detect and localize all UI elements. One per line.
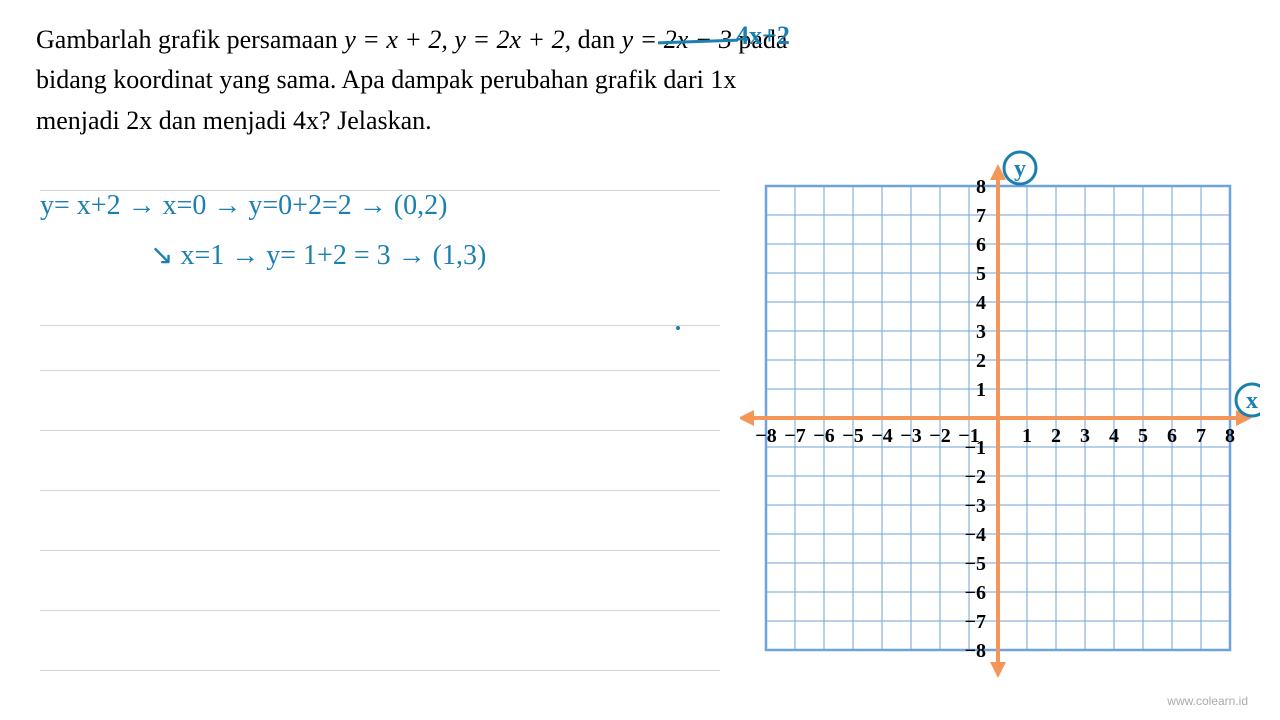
svg-text:−4: −4 xyxy=(871,425,892,447)
svg-text:−5: −5 xyxy=(965,553,986,575)
svg-text:4: 4 xyxy=(976,292,986,314)
svg-text:−5: −5 xyxy=(842,425,863,447)
svg-text:5: 5 xyxy=(976,263,986,285)
work-area: y= x+2 → x=0 → y=0+2=2 → (0,2) ↘ x=1 → y=… xyxy=(40,190,720,690)
ruled-line xyxy=(40,370,720,371)
svg-text:−2: −2 xyxy=(965,466,986,488)
stray-dot xyxy=(676,326,680,330)
svg-text:−7: −7 xyxy=(784,425,805,447)
ruled-line xyxy=(40,550,720,551)
problem-line3: menjadi 2x dan menjadi 4x? Jelaskan. xyxy=(36,106,432,135)
svg-text:x: x xyxy=(1246,388,1258,414)
svg-text:1: 1 xyxy=(1022,425,1032,447)
svg-text:8: 8 xyxy=(1225,425,1235,447)
svg-text:−2: −2 xyxy=(929,425,950,447)
correction-annotation: 4x+2 xyxy=(736,16,790,56)
svg-text:1: 1 xyxy=(976,379,986,401)
svg-text:3: 3 xyxy=(976,321,986,343)
svg-text:7: 7 xyxy=(976,205,986,227)
svg-text:4: 4 xyxy=(1109,425,1119,447)
eq2: y = 2x + 2, xyxy=(454,25,577,54)
svg-text:8: 8 xyxy=(976,176,986,198)
svg-text:−6: −6 xyxy=(813,425,834,447)
graph-svg: −8−7−6−5−4−3−2−112345678−8−7−6−5−4−3−2−1… xyxy=(740,150,1260,710)
eq1: y = x + 2, xyxy=(344,25,454,54)
eq3y: y = xyxy=(622,25,664,54)
svg-text:−8: −8 xyxy=(755,425,776,447)
svg-text:6: 6 xyxy=(976,234,986,256)
problem-mid: dan xyxy=(578,25,622,54)
svg-text:−3: −3 xyxy=(900,425,921,447)
svg-text:−4: −4 xyxy=(965,524,986,546)
svg-text:−8: −8 xyxy=(965,640,986,662)
svg-text:2: 2 xyxy=(976,350,986,372)
ruled-line xyxy=(40,325,720,326)
svg-text:3: 3 xyxy=(1080,425,1090,447)
eq3-struck: 2x − 3 xyxy=(664,25,732,54)
svg-text:5: 5 xyxy=(1138,425,1148,447)
svg-text:−3: −3 xyxy=(965,495,986,517)
coordinate-plane: −8−7−6−5−4−3−2−112345678−8−7−6−5−4−3−2−1… xyxy=(740,150,1260,690)
svg-text:−7: −7 xyxy=(965,611,986,633)
handwritten-line: y= x+2 → x=0 → y=0+2=2 → (0,2) xyxy=(40,190,447,222)
problem-line1-pre: Gambarlah grafik persamaan xyxy=(36,25,344,54)
svg-text:2: 2 xyxy=(1051,425,1061,447)
ruled-line xyxy=(40,430,720,431)
svg-text:−6: −6 xyxy=(965,582,986,604)
ruled-line xyxy=(40,670,720,671)
ruled-line xyxy=(40,490,720,491)
svg-text:−1: −1 xyxy=(965,437,986,459)
problem-line2: bidang koordinat yang sama. Apa dampak p… xyxy=(36,65,736,94)
handwritten-line: ↘ x=1 → y= 1+2 = 3 → (1,3) xyxy=(150,238,486,272)
svg-text:6: 6 xyxy=(1167,425,1177,447)
svg-text:y: y xyxy=(1014,156,1026,182)
problem-statement: 4x+2 Gambarlah grafik persamaan y = x + … xyxy=(36,20,956,141)
ruled-line xyxy=(40,610,720,611)
svg-text:7: 7 xyxy=(1196,425,1206,447)
watermark-url: www.colearn.id xyxy=(1167,694,1248,708)
